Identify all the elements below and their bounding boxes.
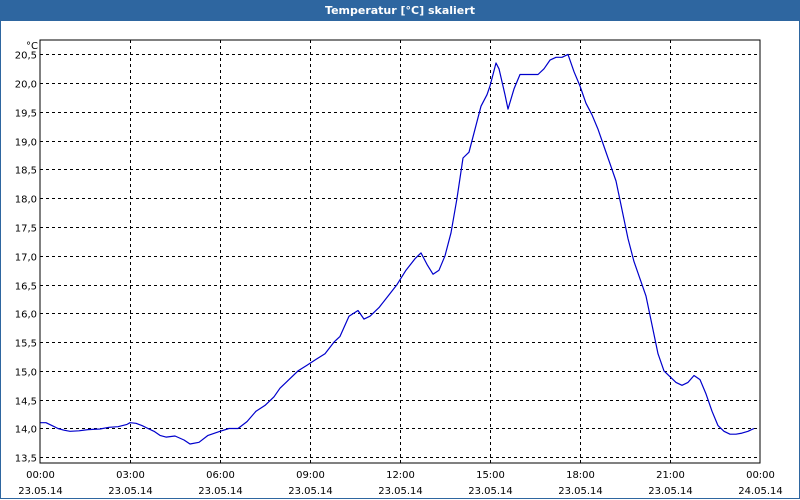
y-tick-label: 13,5 — [15, 454, 37, 465]
y-tick-label: 15,5 — [15, 339, 37, 350]
x-tick-time-label: 21:00 — [656, 470, 685, 481]
series-group — [40, 53, 755, 445]
x-tick-time-label: 06:00 — [206, 470, 235, 481]
x-tick-date-label: 23.05.14 — [18, 486, 63, 497]
x-axis-ticks: 00:00 23.05.14 03:00 23.05.14 06:00 23.05.14 0… — [18, 470, 783, 497]
y-tick-label: 18,5 — [15, 166, 37, 177]
y-tick-label: 16,0 — [15, 310, 37, 321]
x-tick-time-label: 18:00 — [566, 470, 595, 481]
x-tick-date-label: 23.05.14 — [378, 486, 423, 497]
x-tick-date-label: 23.05.14 — [558, 486, 603, 497]
x-tick-time-label: 00:00 — [26, 470, 55, 481]
y-tick-label: 17,0 — [15, 253, 37, 264]
x-tick-time-label: 03:00 — [116, 470, 145, 481]
chart-title: Temperatur [°C] skaliert — [325, 4, 475, 17]
y-tick-label: 14,0 — [15, 425, 37, 436]
x-tick-time-label: 00:00 — [746, 470, 775, 481]
x-tick-date-label: 24.05.14 — [738, 486, 783, 497]
y-axis-unit-label: °C — [26, 41, 38, 52]
y-tick-label: 15,0 — [15, 368, 37, 379]
chart-grid — [40, 40, 760, 463]
plot-area-border — [39, 39, 761, 464]
chart-title-bar: Temperatur [°C] skaliert — [0, 0, 800, 21]
x-tick-date-label: 23.05.14 — [198, 486, 243, 497]
y-tick-label: 16,5 — [15, 282, 37, 293]
y-tick-label: 19,0 — [15, 138, 37, 149]
x-tick-date-label: 23.05.14 — [648, 486, 693, 497]
x-tick-time-label: 12:00 — [386, 470, 415, 481]
y-tick-label: 14,5 — [15, 397, 37, 408]
x-tick-time-label: 15:00 — [476, 470, 505, 481]
y-tick-label: 20,5 — [15, 51, 37, 62]
temperature-series-line — [40, 53, 755, 445]
x-tick-time-label: 09:00 — [296, 470, 325, 481]
y-axis-ticks: 13,5 14,0 14,5 15,0 15,5 16,0 16,5 17,0 17,5 18,0… — [15, 51, 37, 465]
y-tick-label: 20,0 — [15, 80, 37, 91]
x-tick-date-label: 23.05.14 — [288, 486, 333, 497]
y-tick-label: 18,0 — [15, 195, 37, 206]
y-tick-label: 17,5 — [15, 224, 37, 235]
x-tick-date-label: 23.05.14 — [108, 486, 153, 497]
x-tick-date-label: 23.05.14 — [468, 486, 513, 497]
y-tick-label: 19,5 — [15, 109, 37, 120]
